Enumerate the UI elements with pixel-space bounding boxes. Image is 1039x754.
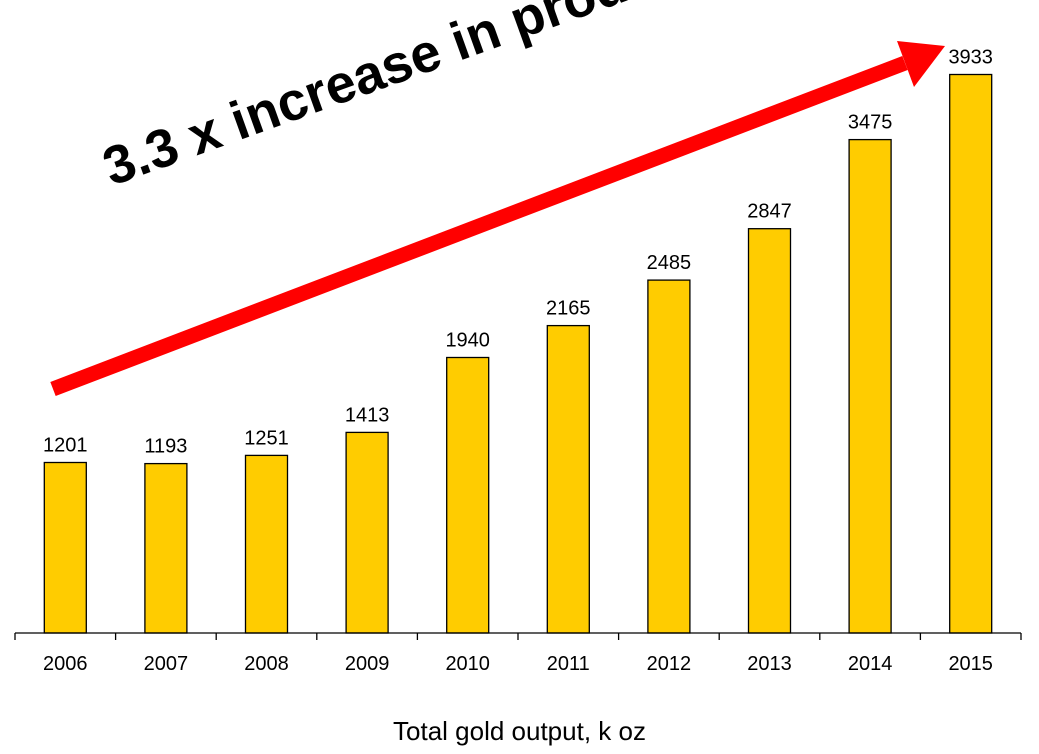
bar-2013 <box>747 228 792 634</box>
x-tick-label-2006: 2006 <box>43 653 88 675</box>
bar-2006 <box>43 461 87 634</box>
data-label-2007: 1193 <box>144 436 187 458</box>
x-axis-title: Total gold output, k oz <box>393 716 646 746</box>
data-label-2011: 2165 <box>546 298 591 320</box>
data-label-2010: 1940 <box>445 330 490 352</box>
bar-2007 <box>144 462 188 634</box>
data-label-2006: 1201 <box>43 435 88 457</box>
bar-2011 <box>546 324 590 634</box>
data-label-2013: 2847 <box>747 201 792 223</box>
data-label-2008: 1251 <box>244 427 289 449</box>
data-label-2015: 3933 <box>948 47 993 69</box>
bar-2012 <box>647 279 691 634</box>
x-tick-label-2009: 2009 <box>345 653 390 675</box>
trend-arrow-head <box>897 41 945 87</box>
data-label-2012: 2485 <box>647 252 692 274</box>
x-tick-label-2011: 2011 <box>547 653 590 675</box>
bar-2014 <box>848 138 892 634</box>
x-tick-label-2007: 2007 <box>144 653 189 675</box>
bar-2015 <box>949 73 993 634</box>
x-axis: 2006 2007 2008 2009 2010 2011 2012 2013 2014 2015 <box>14 632 1022 675</box>
x-tick-label-2012: 2012 <box>647 653 692 675</box>
x-tick-label-2013: 2013 <box>747 653 792 675</box>
data-label-2009: 1413 <box>345 404 390 426</box>
trend-arrow <box>50 41 945 397</box>
data-label-2014: 3475 <box>848 112 893 134</box>
x-tick-label-2014: 2014 <box>848 653 893 675</box>
trend-arrow-shaft <box>50 55 908 397</box>
bars <box>43 73 993 634</box>
data-labels: 1201 1193 1251 1413 1940 2165 2485 2847 3475 3933 <box>43 47 993 458</box>
x-tick-label-2008: 2008 <box>244 653 289 675</box>
bar-2009 <box>345 431 389 634</box>
bar-2010 <box>446 356 490 634</box>
x-tick-label-2015: 2015 <box>948 653 993 675</box>
x-tick-label-2010: 2010 <box>445 653 490 675</box>
bar-2008 <box>244 454 289 634</box>
